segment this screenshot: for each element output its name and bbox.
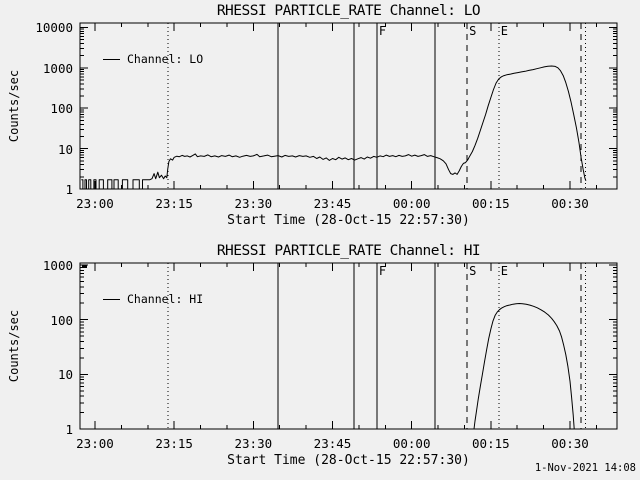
y-tick-label: 10 — [57, 367, 73, 383]
x-tick-label: 23:00 — [76, 196, 114, 211]
plot-hi-legend: Channel: HI — [103, 292, 203, 306]
x-tick-label: 23:15 — [155, 436, 193, 451]
x-tick-label: 00:00 — [392, 436, 431, 451]
y-tick-label: 100 — [50, 312, 73, 328]
plot-hi-x-axis-label: Start Time (28-Oct-15 22:57:30) — [227, 453, 470, 468]
x-tick-label: 23:30 — [234, 196, 273, 211]
x-tick-label: 23:45 — [313, 196, 352, 211]
y-tick-label: 10 — [57, 141, 73, 157]
plot-hi-title: RHESSI PARTICLE_RATE Channel: HI — [216, 243, 481, 259]
x-tick-label: 00:15 — [472, 196, 510, 211]
x-tick-label: 23:45 — [313, 436, 352, 451]
event-label-f: F — [378, 264, 387, 278]
legend-line-sample — [103, 58, 120, 60]
x-tick-label: 00:30 — [551, 436, 589, 451]
creation-timestamp: 1-Nov-2021 14:08 — [534, 462, 636, 474]
y-tick-label: 10000 — [35, 20, 73, 36]
plot-lo-legend: Channel: LO — [103, 52, 203, 66]
x-tick-label: 23:00 — [76, 436, 114, 451]
y-tick-label: 1 — [65, 422, 73, 437]
event-label-f: F — [378, 24, 387, 38]
x-tick-label: 23:30 — [234, 436, 273, 451]
x-tick-label: 00:30 — [551, 196, 589, 211]
y-tick-label: 1 — [65, 182, 73, 197]
legend-line-sample — [103, 298, 120, 300]
x-tick-label: 00:15 — [472, 436, 510, 451]
event-label-s: S — [469, 24, 477, 38]
y-tick-label: 1000 — [42, 258, 73, 274]
legend-label: Channel: HI — [127, 292, 204, 306]
plot-lo-x-axis-label: Start Time (28-Oct-15 22:57:30) — [227, 213, 470, 228]
plot-lo-title: RHESSI PARTICLE_RATE Channel: LO — [216, 3, 481, 19]
x-tick-label: 23:15 — [155, 196, 193, 211]
legend-label: Channel: LO — [127, 52, 204, 66]
y-tick-label: 1000 — [42, 60, 73, 76]
event-label-s: S — [469, 264, 477, 278]
x-tick-label: 00:00 — [392, 196, 431, 211]
event-label-e: E — [500, 24, 508, 38]
y-tick-label: 100 — [50, 101, 73, 117]
event-label-e: E — [500, 264, 508, 278]
